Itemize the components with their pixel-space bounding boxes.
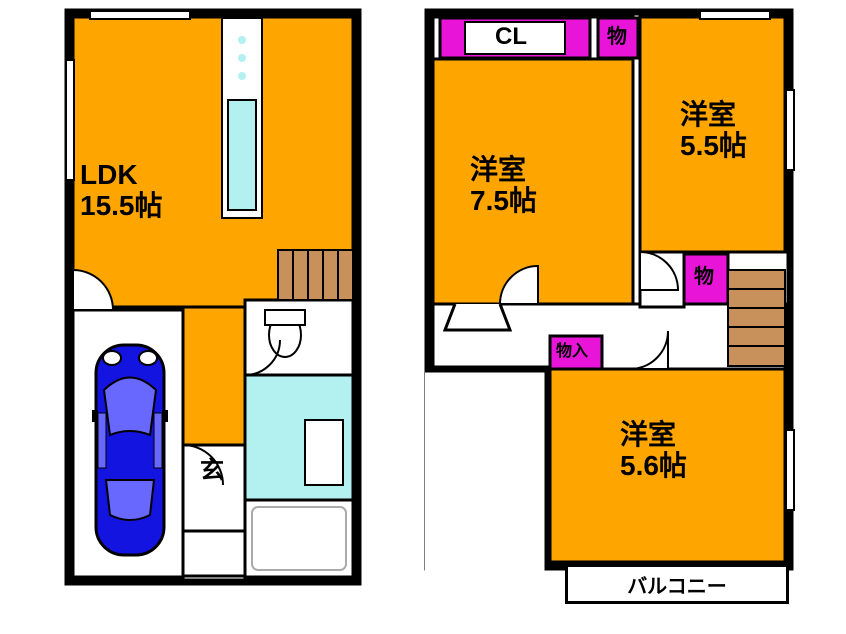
ldk-label: LDK 15.5帖 — [80, 160, 163, 222]
balcony-label: バルコニー — [627, 570, 727, 599]
floor-plan-diagram: バルコニー LDK 15.5帖 玄 洋室 7.5帖 洋室 5.5帖 洋室 5.6… — [0, 0, 846, 634]
genkan-label: 玄 — [200, 458, 224, 484]
storage3-label: 物入 — [556, 343, 588, 361]
balcony: バルコニー — [565, 564, 789, 604]
storage1-label: 物 — [607, 26, 627, 48]
room2-label: 洋室 5.5帖 — [680, 100, 747, 162]
room1-label: 洋室 7.5帖 — [470, 155, 537, 217]
storage2-label: 物 — [694, 266, 714, 288]
closet-label: CL — [495, 24, 527, 50]
floor2-svg — [0, 0, 846, 634]
room3-label: 洋室 5.6帖 — [620, 420, 687, 482]
